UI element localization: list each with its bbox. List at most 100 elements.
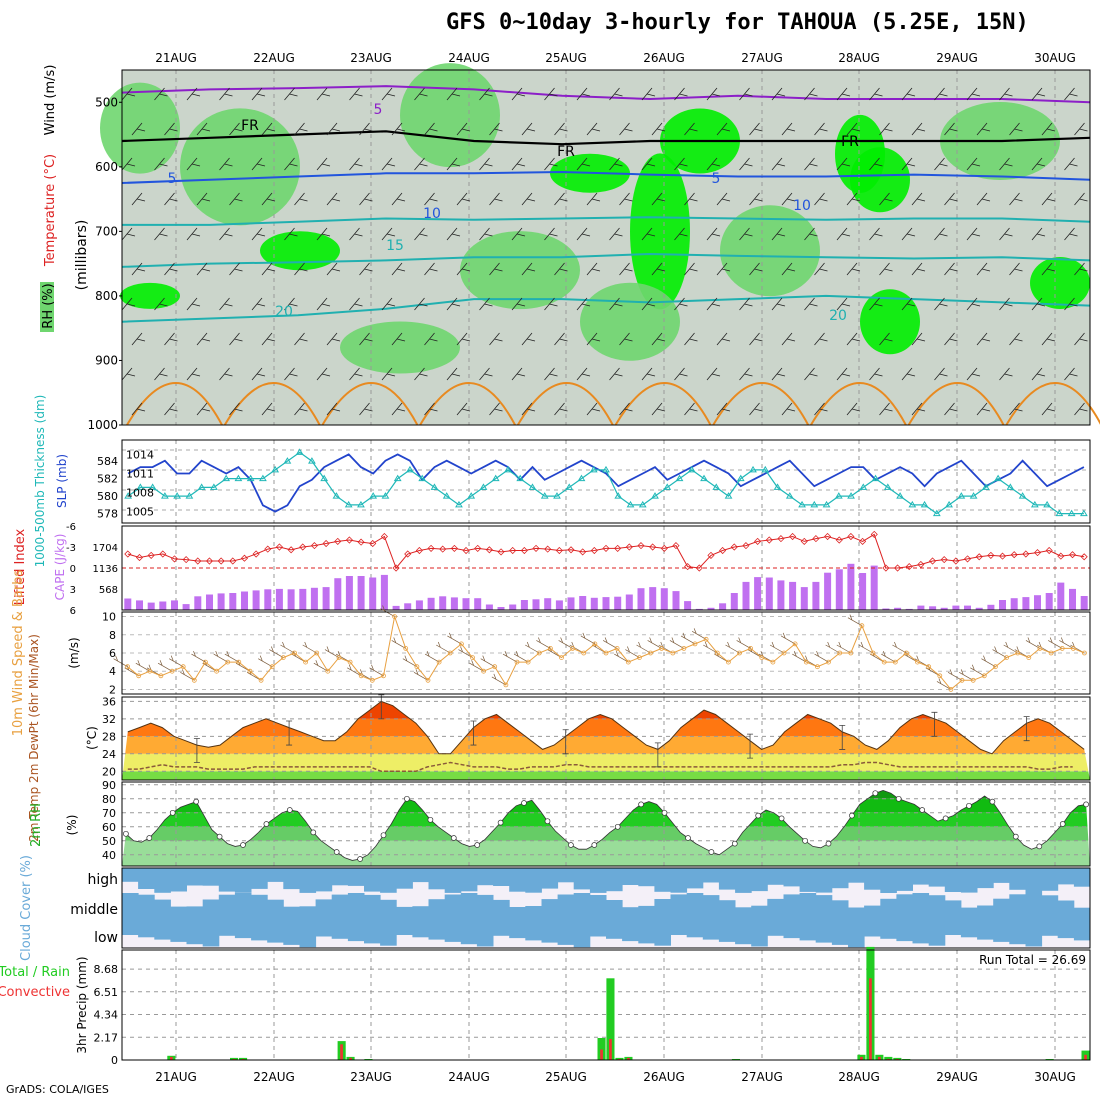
wind-barb — [284, 87, 298, 101]
lifted-index-point — [859, 537, 867, 545]
wind-barb — [251, 297, 266, 311]
lifted-index-point — [1033, 549, 1042, 557]
thickness-point — [859, 483, 868, 490]
thickness-point — [957, 492, 966, 499]
thickness-point — [577, 474, 586, 482]
cape-bar — [404, 603, 412, 610]
cape-bar — [334, 578, 342, 610]
wind-barb — [901, 227, 916, 241]
minmax-errorbar — [378, 694, 385, 720]
cape-tick-label: 1704 — [93, 543, 118, 554]
cape-bar — [649, 587, 657, 610]
wind-speed-point — [369, 677, 375, 683]
wind-barb — [749, 192, 763, 206]
wind-barb — [261, 332, 276, 346]
minmax-errorbar — [470, 720, 477, 746]
wind-barb — [261, 262, 276, 276]
wind-barb — [349, 367, 363, 381]
wind-barb — [944, 402, 958, 416]
wind-barb — [619, 192, 633, 206]
precip-conv-bar — [869, 978, 872, 1060]
wind-barb — [706, 367, 721, 381]
thickness-point — [724, 492, 733, 499]
cape-bar — [952, 605, 960, 610]
rh-point — [427, 816, 434, 823]
lifted-index-point — [730, 543, 738, 551]
wind-speed-point — [926, 664, 932, 670]
lifted-index-point — [905, 563, 913, 571]
wind-barb — [324, 646, 340, 658]
wind-barb — [326, 332, 341, 346]
cloud-cell-high — [122, 868, 139, 882]
wind-barb — [636, 641, 651, 654]
cape-bar — [275, 588, 283, 610]
wind-barb — [229, 332, 243, 346]
cloud-cell-middle — [331, 894, 349, 922]
wind-speed-point — [1037, 646, 1043, 651]
wind-barb — [934, 227, 948, 241]
wind-barb — [424, 122, 438, 136]
lifted-index-point — [963, 555, 972, 563]
wind-barb — [674, 157, 688, 171]
rh-frame — [121, 781, 1091, 867]
wind-barb — [749, 122, 763, 136]
cloud-cell-low — [912, 922, 930, 944]
cape-bar — [800, 587, 808, 610]
wind-barb — [602, 637, 618, 649]
wind-speed-point — [870, 650, 876, 656]
contour-label: 5 — [374, 102, 383, 118]
thickness-point — [589, 465, 598, 473]
temperature-axis-label: Temperature (°C) — [43, 154, 58, 267]
cloud-cell-high — [831, 868, 849, 889]
wind-barb — [641, 87, 656, 101]
cloud-cell-low — [1025, 922, 1043, 947]
upper-air-panel — [100, 63, 1100, 426]
temp-tick-label: 36 — [102, 695, 116, 708]
lifted-index-point — [334, 537, 342, 545]
wind-barb — [836, 227, 851, 241]
cloud-cell-middle — [928, 895, 946, 922]
cloud-cell-middle — [622, 907, 639, 922]
lifted-index-point — [894, 564, 902, 572]
wind-speed-point — [225, 659, 231, 665]
wind-barb — [558, 637, 573, 649]
cape-bar — [567, 597, 575, 610]
contour-label: FR — [841, 134, 859, 150]
wind-barb — [544, 367, 558, 381]
thickness-point — [920, 500, 929, 508]
thickness-point — [197, 483, 206, 490]
cloud-cell-low — [283, 922, 300, 945]
wind-speed-point — [269, 664, 275, 670]
cloud-cell-middle — [815, 895, 833, 922]
lifted-index-point — [462, 546, 470, 555]
precip-conv-bar — [349, 1057, 352, 1060]
cape-bar — [812, 581, 820, 610]
rh-point — [286, 807, 293, 813]
thickness-point — [540, 492, 549, 499]
thickness-point — [602, 465, 610, 473]
wind-axis-label: Wind (m/s) — [43, 65, 58, 136]
cloud-axis-label: Cloud Cover (%) — [19, 855, 34, 961]
cape-bar — [859, 573, 867, 610]
cape-bar — [450, 597, 458, 610]
wind-barb — [716, 122, 731, 136]
cloud-cell-low — [718, 922, 736, 942]
lifted-index-point — [1010, 551, 1018, 559]
wind-barb — [180, 669, 195, 681]
lifted-index-point — [439, 545, 447, 553]
cloud-cell-high — [977, 868, 994, 889]
thickness-point — [651, 492, 659, 499]
cape-bar — [229, 593, 237, 610]
rh-contour-region — [835, 114, 885, 193]
rh-point — [169, 809, 176, 816]
cape-bar — [625, 594, 633, 610]
wind-barb — [576, 227, 591, 241]
cloud-cell-high — [1057, 868, 1075, 885]
wind-barb — [576, 367, 591, 381]
wind-barb — [846, 192, 861, 206]
lifted-index-point — [147, 551, 155, 559]
thickness-point — [357, 500, 365, 508]
wind-barb — [261, 122, 276, 136]
rh-point — [989, 798, 996, 805]
wind-barb — [414, 227, 428, 241]
